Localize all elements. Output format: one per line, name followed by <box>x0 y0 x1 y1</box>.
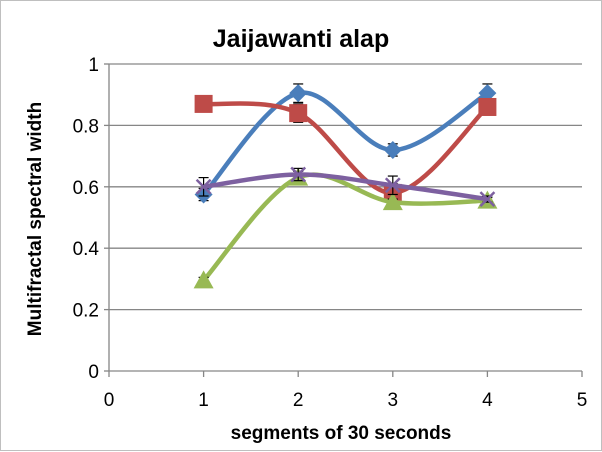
x-tick-label: 0 <box>104 390 115 411</box>
y-tick-label: 0.2 <box>73 301 99 322</box>
series-layer <box>193 83 498 289</box>
square-marker-0 <box>194 94 213 113</box>
series-line <box>201 101 490 196</box>
series-4 <box>195 166 496 207</box>
series-line <box>201 172 490 202</box>
x-axis-title: segments of 30 seconds <box>231 423 452 444</box>
series-line <box>201 90 490 197</box>
x-tick-label: 4 <box>482 390 493 411</box>
diamond-marker-3 <box>478 84 497 103</box>
diamond-marker-2 <box>383 140 402 159</box>
square-marker-1 <box>289 104 308 123</box>
tick-labels: 0 0.2 0.4 0.6 0.8 1 0 1 2 3 4 5 <box>73 55 588 411</box>
chart-title: Jaijawanti alap <box>213 25 389 53</box>
x-marker-2 <box>384 177 401 194</box>
series-3 <box>193 167 498 289</box>
y-tick-label: 0.4 <box>73 239 100 260</box>
x-tick-label: 3 <box>388 390 399 411</box>
y-tick-label: 0 <box>88 362 99 383</box>
x-marker-0 <box>195 178 212 195</box>
x-marker-3 <box>479 191 496 207</box>
triangle-marker-2 <box>382 192 403 211</box>
square-marker-3 <box>478 97 497 116</box>
triangle-marker-0 <box>193 270 214 289</box>
y-tick-label: 1 <box>88 55 99 76</box>
y-tick-label: 0.8 <box>73 116 99 137</box>
diamond-marker-1 <box>289 84 308 103</box>
x-tick-label: 1 <box>198 390 209 411</box>
x-marker-1 <box>290 166 307 183</box>
x-tick-label: 2 <box>293 390 304 411</box>
y-axis-title: Multifractal spectral width <box>25 102 46 336</box>
x-tick-label: 5 <box>577 390 588 411</box>
axes <box>104 63 583 377</box>
grid-lines <box>109 63 582 311</box>
y-tick-label: 0.6 <box>73 178 99 199</box>
